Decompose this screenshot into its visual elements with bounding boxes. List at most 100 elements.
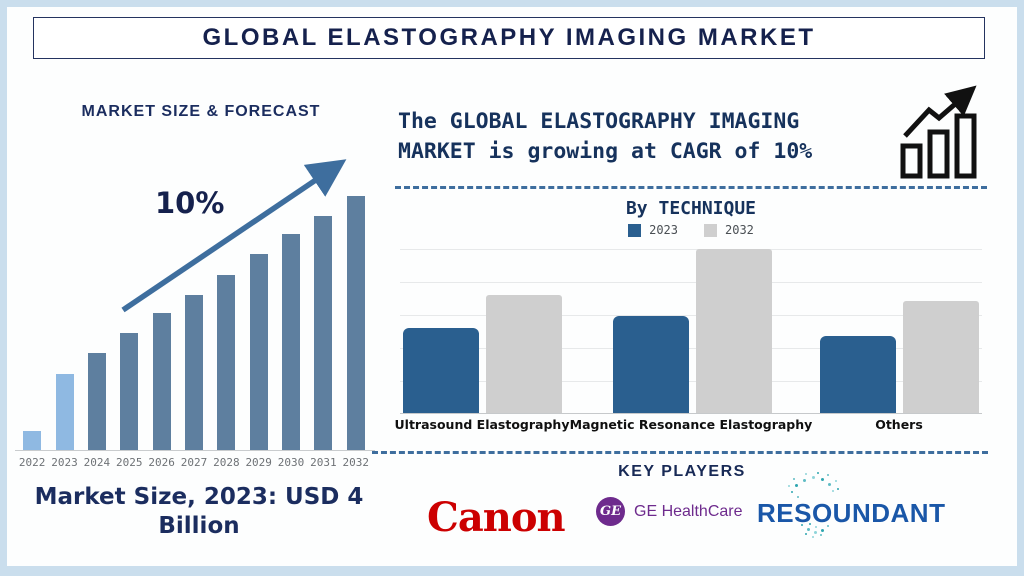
tick-label-2025: 2025: [116, 456, 143, 469]
resoundant-dot: [820, 534, 822, 536]
resoundant-dot: [812, 536, 814, 538]
resoundant-dot: [817, 472, 819, 474]
technique-category-labels: Ultrasound Elastography Magnetic Resonanc…: [395, 417, 982, 435]
bar-2023-3: [820, 336, 896, 413]
bar-column-2030: [275, 196, 307, 450]
bar-group-1: [403, 295, 562, 413]
market-size-note: Market Size, 2023: USD 4 Billion: [34, 484, 364, 539]
tick-label-2029: 2029: [245, 456, 272, 469]
x-axis-tick-labels: 2022 2023 2024 2025 2026 2027 2028 2029 2030 2031…: [16, 456, 372, 469]
resoundant-dot: [832, 490, 834, 492]
legend-swatch-2032: [704, 223, 717, 237]
page-title: GLOBAL ELASTOGRAPHY IMAGING MARKET: [202, 24, 816, 51]
resoundant-dot: [828, 483, 831, 486]
tick-label-2023: 2023: [51, 456, 78, 469]
bar-2028: [217, 275, 236, 450]
resoundant-dot: [821, 529, 824, 532]
forecast-chart-title: MARKET SIZE & FORECAST: [81, 103, 321, 120]
resoundant-dot: [812, 476, 815, 479]
category-label: Others: [875, 417, 923, 432]
bar-2030: [282, 234, 301, 450]
gridline: [400, 282, 982, 283]
bar-2022: [23, 431, 42, 450]
resoundant-dot: [791, 491, 793, 493]
resoundant-dot: [815, 526, 817, 528]
tick-label-2028: 2028: [213, 456, 240, 469]
market-forecast-bar-chart: [16, 196, 372, 450]
bar-2023: [55, 374, 74, 450]
bar-group-3: [820, 301, 979, 413]
gridline: [400, 315, 982, 316]
bar-column-2026: [145, 196, 177, 450]
bar-column-2032: [340, 196, 372, 450]
category-label: Ultrasound Elastography: [394, 417, 570, 432]
gridline: [400, 381, 982, 382]
ge-monogram-icon: GE: [596, 497, 625, 526]
resoundant-wordmark: RESOUNDANT: [757, 498, 946, 528]
resoundant-dot: [788, 485, 790, 487]
bar-2032-3: [903, 301, 979, 413]
legend-item-2032: 2032: [704, 223, 754, 237]
page-title-box: GLOBAL ELASTOGRAPHY IMAGING MARKET: [33, 17, 985, 59]
resoundant-dot: [801, 524, 803, 526]
legend-item-2023: 2023: [628, 223, 678, 237]
legend-label-2023: 2023: [649, 223, 678, 237]
tick-label-2022: 2022: [18, 456, 46, 469]
technique-bar-chart: [400, 249, 982, 414]
bar-2032: [346, 196, 365, 450]
bar-column-2028: [210, 196, 242, 450]
tick-label-2030: 2030: [277, 456, 305, 469]
bar-column-2023: [48, 196, 80, 450]
bar-group-2: [613, 249, 772, 413]
resoundant-dot: [803, 479, 806, 482]
tick-label-2027: 2027: [180, 456, 208, 469]
resoundant-dot: [807, 528, 810, 531]
x-axis-line: [15, 450, 375, 451]
bar-2026: [152, 313, 171, 450]
canon-logo: Canon: [427, 494, 566, 541]
tick-label-2031: 2031: [310, 456, 337, 469]
legend-swatch-2023: [628, 223, 642, 237]
gridline: [400, 249, 982, 250]
dashed-divider: [395, 186, 987, 189]
bar-column-2027: [178, 196, 210, 450]
resoundant-dot: [793, 478, 795, 480]
resoundant-dot: [814, 531, 817, 534]
resoundant-logo: RESOUNDANT: [757, 472, 946, 538]
tick-label-2026: 2026: [148, 456, 175, 469]
bar-2032-2: [696, 249, 772, 413]
gridline: [400, 348, 982, 349]
bar-2027: [184, 295, 203, 450]
category-label: Magnetic Resonance Elastography: [569, 417, 813, 432]
technique-chart-title: By TECHNIQUE: [625, 198, 757, 219]
x-axis-line: [400, 413, 982, 414]
cagr-headline: The GLOBAL ELASTOGRAPHY IMAGING MARKET i…: [398, 109, 813, 164]
bar-2023-1: [403, 328, 479, 413]
tick-label-2032: 2032: [342, 456, 370, 469]
cagr-annotation: 10%: [155, 186, 225, 220]
bar-2023-2: [613, 316, 689, 413]
bar-2029: [249, 254, 268, 450]
ge-healthcare-wordmark: GE HealthCare: [634, 502, 743, 520]
bar-column-2029: [243, 196, 275, 450]
resoundant-dot: [827, 474, 829, 476]
bar-2031: [314, 216, 333, 450]
resoundant-dot: [835, 480, 837, 482]
resoundant-dot: [827, 525, 829, 527]
growth-chart-icon: [900, 85, 977, 179]
key-players-heading: KEY PLAYERS: [618, 463, 746, 480]
resoundant-dot: [837, 488, 839, 490]
bar-2024: [87, 353, 106, 450]
resoundant-dot: [821, 478, 824, 481]
resoundant-dot: [805, 473, 807, 475]
ge-healthcare-logo: GE GE HealthCare: [596, 497, 743, 526]
tick-label-2024: 2024: [83, 456, 111, 469]
bar-2025: [120, 333, 139, 450]
resoundant-dot: [805, 533, 807, 535]
legend-label-2032: 2032: [725, 223, 754, 237]
bar-column-2025: [113, 196, 145, 450]
bar-column-2024: [81, 196, 113, 450]
dashed-divider: [372, 451, 988, 454]
trend-arrow-icon: [121, 159, 347, 313]
